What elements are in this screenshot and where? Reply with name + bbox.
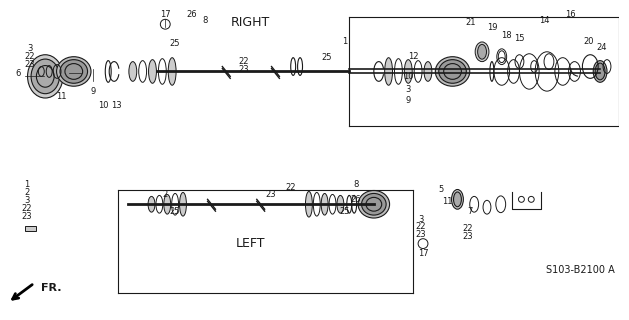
Text: 7: 7 xyxy=(467,207,473,216)
Text: 18: 18 xyxy=(501,30,512,40)
Ellipse shape xyxy=(164,195,170,214)
Text: 20: 20 xyxy=(583,37,594,46)
Text: 10: 10 xyxy=(403,72,413,81)
Ellipse shape xyxy=(306,191,313,217)
Ellipse shape xyxy=(28,55,63,98)
Text: 1: 1 xyxy=(342,37,347,46)
Ellipse shape xyxy=(454,192,462,207)
Ellipse shape xyxy=(452,189,464,209)
Text: 23: 23 xyxy=(265,190,276,199)
Ellipse shape xyxy=(31,59,59,94)
Ellipse shape xyxy=(168,58,176,85)
Text: 16: 16 xyxy=(565,10,576,19)
Text: 24: 24 xyxy=(597,43,608,52)
Text: 22: 22 xyxy=(239,57,249,66)
Text: 17: 17 xyxy=(160,10,170,19)
Ellipse shape xyxy=(362,194,386,215)
Ellipse shape xyxy=(129,62,136,81)
Text: 2: 2 xyxy=(24,188,29,197)
Text: 19: 19 xyxy=(487,23,497,32)
Text: 10: 10 xyxy=(98,101,109,110)
Ellipse shape xyxy=(404,60,412,83)
Ellipse shape xyxy=(477,44,486,59)
Text: 26: 26 xyxy=(187,10,197,19)
Bar xyxy=(25,226,36,231)
Text: 1: 1 xyxy=(24,180,29,189)
Text: 21: 21 xyxy=(465,18,476,27)
Ellipse shape xyxy=(593,60,607,82)
Text: 8: 8 xyxy=(202,16,208,25)
Text: 8: 8 xyxy=(353,180,359,189)
Text: 13: 13 xyxy=(111,101,121,110)
Text: 22: 22 xyxy=(21,204,32,213)
Text: 9: 9 xyxy=(91,87,96,96)
Ellipse shape xyxy=(475,42,489,62)
Text: 3: 3 xyxy=(418,214,424,224)
Text: 23: 23 xyxy=(462,232,472,241)
Text: 3: 3 xyxy=(24,196,30,205)
Text: 25: 25 xyxy=(170,39,181,48)
Text: 12: 12 xyxy=(408,52,418,61)
Text: 22: 22 xyxy=(462,224,472,233)
Ellipse shape xyxy=(179,192,186,216)
Text: 25: 25 xyxy=(321,53,332,62)
Text: 14: 14 xyxy=(539,16,549,25)
Ellipse shape xyxy=(57,57,91,86)
Text: LEFT: LEFT xyxy=(236,237,265,250)
Text: FR.: FR. xyxy=(42,283,62,293)
Ellipse shape xyxy=(385,58,392,85)
Text: 15: 15 xyxy=(514,34,525,43)
Text: 22: 22 xyxy=(285,183,296,192)
Text: 6: 6 xyxy=(15,69,20,78)
Text: 25: 25 xyxy=(170,207,181,216)
Ellipse shape xyxy=(424,62,432,81)
Text: 25: 25 xyxy=(339,207,350,216)
Text: 17: 17 xyxy=(418,249,428,258)
Ellipse shape xyxy=(321,194,328,215)
Text: 9: 9 xyxy=(406,96,411,106)
Text: RIGHT: RIGHT xyxy=(231,16,270,29)
Text: 23: 23 xyxy=(238,65,249,74)
Text: 22: 22 xyxy=(25,52,35,61)
Ellipse shape xyxy=(337,196,344,213)
Ellipse shape xyxy=(435,57,470,86)
Ellipse shape xyxy=(60,60,87,83)
Text: 23: 23 xyxy=(21,212,32,220)
Text: 3: 3 xyxy=(406,85,411,94)
Text: 5: 5 xyxy=(438,185,443,194)
Ellipse shape xyxy=(439,60,466,83)
Ellipse shape xyxy=(595,63,605,80)
Text: 11: 11 xyxy=(442,197,453,206)
Ellipse shape xyxy=(148,60,157,83)
Text: 26: 26 xyxy=(351,195,362,204)
Ellipse shape xyxy=(358,190,389,218)
Text: 3: 3 xyxy=(27,44,32,53)
Text: 23: 23 xyxy=(24,60,35,69)
Text: 22: 22 xyxy=(416,222,426,231)
Text: 23: 23 xyxy=(416,230,426,239)
Text: S103-B2100 A: S103-B2100 A xyxy=(546,265,615,275)
Text: 2: 2 xyxy=(163,190,168,199)
Ellipse shape xyxy=(148,196,155,212)
Text: 11: 11 xyxy=(56,92,66,100)
